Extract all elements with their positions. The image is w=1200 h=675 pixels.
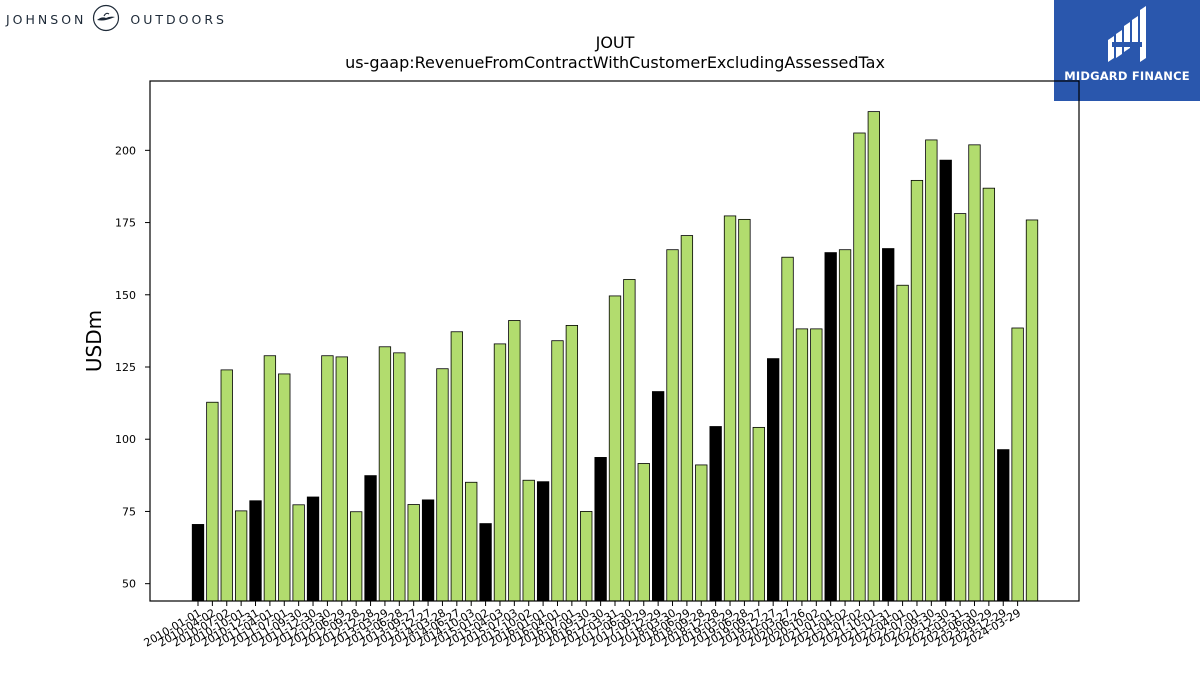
bar-24 xyxy=(536,481,550,602)
bar-19 xyxy=(465,481,478,602)
bar-57 xyxy=(1011,327,1024,602)
bar-7 xyxy=(292,504,305,602)
bar-10 xyxy=(335,356,348,602)
chart-subtitle: us-gaap:RevenueFromContractWithCustomerE… xyxy=(345,53,885,72)
bar-28 xyxy=(594,457,607,602)
bar-9 xyxy=(321,355,334,602)
bar-2 xyxy=(220,369,233,602)
bar-20 xyxy=(479,523,492,602)
bar-49 xyxy=(896,284,909,602)
bar-51 xyxy=(925,139,938,602)
bar-14 xyxy=(393,352,406,602)
logo-text-left: JOHNSON xyxy=(6,11,87,27)
y-tick-label: 125 xyxy=(115,361,136,374)
bar-22 xyxy=(508,320,521,602)
bar-35 xyxy=(695,464,708,602)
bar-56 xyxy=(997,449,1010,602)
bar-45 xyxy=(838,249,852,602)
bar-48 xyxy=(882,248,895,602)
y-axis-ticks: 50 75 100 125 150 175 200 xyxy=(115,144,150,591)
bar-52 xyxy=(939,159,952,602)
y-tick-label: 50 xyxy=(122,578,136,591)
bar-12 xyxy=(364,475,377,602)
bar-50 xyxy=(910,179,924,602)
bar-30 xyxy=(623,279,636,602)
bar-43 xyxy=(810,328,823,602)
bar-54 xyxy=(968,144,981,602)
bar-15 xyxy=(407,504,420,602)
johnson-outdoors-logo: JOHNSON OUTDOORS xyxy=(6,4,227,34)
bars-group xyxy=(191,111,1039,602)
plot-frame xyxy=(149,80,1080,602)
bar-6 xyxy=(278,373,291,602)
bar-26 xyxy=(565,324,579,602)
bar-41 xyxy=(781,256,794,602)
bar-11 xyxy=(350,511,363,602)
bar-23 xyxy=(522,479,535,602)
bar-13 xyxy=(378,346,392,602)
bar-27 xyxy=(580,511,593,602)
midgard-finance-text: MIDGARD FINANCE xyxy=(1064,69,1190,83)
chart-title: JOUT xyxy=(595,33,635,52)
bar-5 xyxy=(263,355,277,602)
bar-3 xyxy=(234,510,248,602)
bar-47 xyxy=(867,111,880,602)
y-tick-label: 100 xyxy=(115,433,136,446)
bar-38 xyxy=(738,218,751,602)
x-axis-ticks: 2010-01-012010-04-022010-07-022010-10-01… xyxy=(142,601,1023,650)
bar-0 xyxy=(191,524,205,602)
bar-55 xyxy=(982,187,996,602)
bar-17 xyxy=(436,368,449,602)
bar-37 xyxy=(723,215,737,602)
bar-44 xyxy=(824,252,837,602)
logo-text-right-label: OUTDOORS xyxy=(130,11,227,27)
y-tick-label: 75 xyxy=(122,505,136,518)
midgard-emblem-icon xyxy=(1108,6,1146,62)
bar-34 xyxy=(680,235,694,602)
bar-53 xyxy=(953,213,967,602)
bar-39 xyxy=(752,426,765,602)
bar-8 xyxy=(306,496,320,602)
bar-25 xyxy=(551,340,564,602)
bar-29 xyxy=(608,295,622,602)
bar-58 xyxy=(1025,219,1039,602)
bar-40 xyxy=(767,358,780,602)
bar-1 xyxy=(206,401,219,602)
y-tick-label: 200 xyxy=(115,144,136,157)
bar-32 xyxy=(651,391,665,602)
bar-16 xyxy=(421,499,435,602)
bar-18 xyxy=(450,331,463,602)
bar-21 xyxy=(493,343,507,602)
bar-4 xyxy=(249,500,262,602)
midgard-finance-logo: MIDGARD FINANCE xyxy=(1054,0,1200,101)
bar-31 xyxy=(637,463,650,602)
bar-42 xyxy=(795,328,809,602)
bar-36 xyxy=(709,426,722,602)
y-tick-label: 150 xyxy=(115,289,136,302)
y-axis-label: USDm xyxy=(82,310,106,372)
bar-33 xyxy=(666,249,679,602)
y-tick-label: 175 xyxy=(115,217,136,230)
bar-46 xyxy=(853,132,866,602)
bird-emblem-icon xyxy=(92,4,120,35)
